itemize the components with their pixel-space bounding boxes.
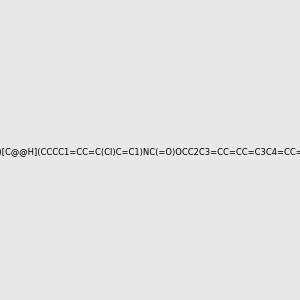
Text: OC(=O)[C@@H](CCCC1=CC=C(Cl)C=C1)NC(=O)OCC2C3=CC=CC=C3C4=CC=CC=C24: OC(=O)[C@@H](CCCC1=CC=C(Cl)C=C1)NC(=O)OC… [0,147,300,156]
